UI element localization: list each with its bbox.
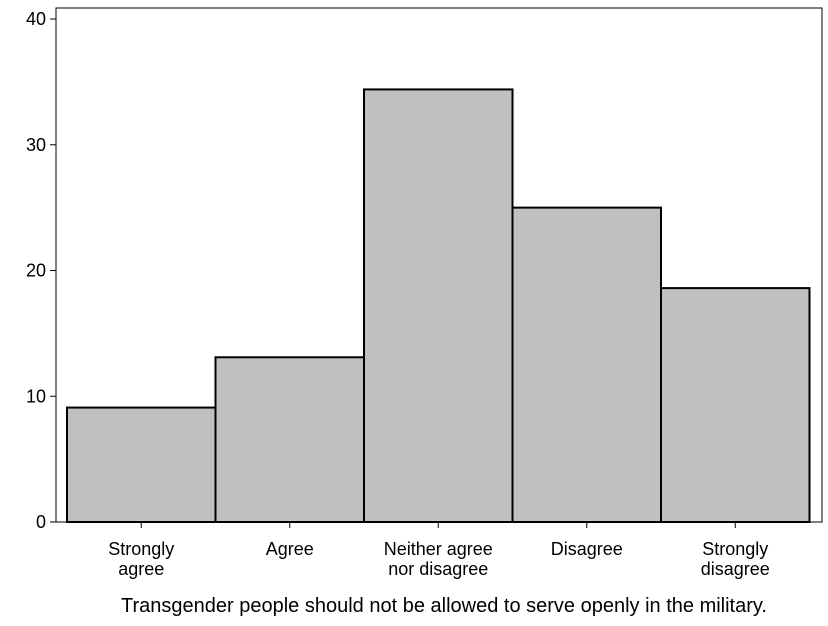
y-tick-label: 20 <box>26 261 46 281</box>
x-tick-label-line: Agree <box>266 539 314 559</box>
x-tick-label-line: Strongly <box>702 539 768 559</box>
x-tick-label-line: Disagree <box>551 539 623 559</box>
x-tick-label-line: Strongly <box>108 539 174 559</box>
y-tick-label: 0 <box>36 512 46 532</box>
x-tick-label: Neither agree nor disagree <box>384 539 493 579</box>
bars <box>66 88 811 524</box>
x-tick-label-line: nor disagree <box>388 559 488 579</box>
bar <box>66 406 217 524</box>
bar <box>511 206 662 523</box>
y-axis: 0 10 20 30 40 <box>26 9 56 532</box>
y-tick-label: 30 <box>26 135 46 155</box>
x-tick-label: Agree <box>266 539 314 559</box>
x-tick-label: Strongly agree <box>108 539 174 579</box>
y-tick-label: 10 <box>26 386 46 406</box>
bar <box>214 356 365 523</box>
x-tick-label: Strongly disagree <box>701 539 770 579</box>
bar <box>660 287 811 524</box>
x-tick-label-line: Neither agree <box>384 539 493 559</box>
bar <box>363 88 514 523</box>
y-tick-label: 40 <box>26 9 46 29</box>
x-tick-label: Disagree <box>551 539 623 559</box>
x-tick-label-line: disagree <box>701 559 770 579</box>
x-axis-title: Transgender people should not be allowed… <box>121 595 767 617</box>
x-tick-label-line: agree <box>118 559 164 579</box>
